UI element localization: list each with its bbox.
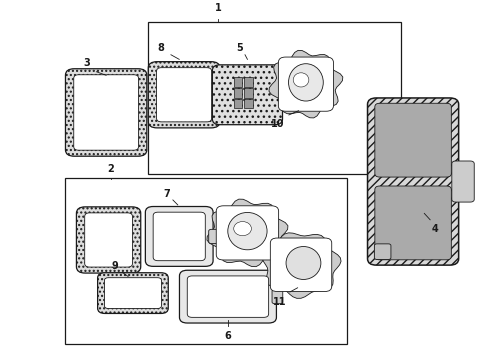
FancyBboxPatch shape — [157, 68, 212, 122]
FancyBboxPatch shape — [452, 161, 474, 202]
Text: 4: 4 — [432, 224, 439, 234]
Polygon shape — [262, 233, 341, 298]
FancyBboxPatch shape — [212, 65, 283, 125]
FancyBboxPatch shape — [375, 186, 451, 260]
FancyBboxPatch shape — [374, 244, 391, 260]
Bar — [234, 77, 243, 87]
FancyBboxPatch shape — [278, 57, 333, 111]
FancyBboxPatch shape — [76, 207, 141, 273]
Bar — [234, 88, 243, 98]
FancyBboxPatch shape — [153, 212, 205, 261]
Ellipse shape — [234, 221, 251, 236]
Ellipse shape — [228, 212, 267, 250]
Text: 7: 7 — [164, 189, 171, 198]
Text: 10: 10 — [271, 119, 285, 129]
FancyBboxPatch shape — [146, 207, 213, 266]
FancyBboxPatch shape — [209, 229, 220, 243]
FancyBboxPatch shape — [148, 62, 220, 128]
FancyBboxPatch shape — [187, 276, 269, 318]
FancyBboxPatch shape — [98, 273, 168, 314]
FancyBboxPatch shape — [66, 69, 147, 156]
Ellipse shape — [289, 64, 323, 101]
FancyBboxPatch shape — [74, 75, 139, 150]
FancyBboxPatch shape — [368, 98, 459, 265]
Text: 2: 2 — [108, 165, 114, 175]
FancyBboxPatch shape — [179, 270, 276, 323]
Text: 6: 6 — [224, 331, 231, 341]
Text: 5: 5 — [236, 43, 243, 53]
Ellipse shape — [293, 73, 309, 87]
FancyBboxPatch shape — [375, 103, 451, 177]
Bar — [65, 178, 347, 345]
Text: 8: 8 — [158, 42, 165, 53]
Text: 3: 3 — [83, 58, 90, 68]
FancyBboxPatch shape — [85, 213, 132, 267]
Text: 1: 1 — [215, 3, 221, 13]
Bar — [234, 99, 243, 108]
Bar — [147, 22, 401, 175]
FancyBboxPatch shape — [104, 278, 161, 309]
FancyBboxPatch shape — [272, 289, 283, 304]
Text: 11: 11 — [273, 297, 287, 307]
Ellipse shape — [286, 247, 321, 279]
FancyBboxPatch shape — [216, 206, 279, 260]
Bar — [244, 88, 253, 98]
Bar — [244, 77, 253, 87]
Bar — [244, 99, 253, 108]
Text: 9: 9 — [111, 261, 118, 271]
FancyBboxPatch shape — [270, 238, 332, 292]
Polygon shape — [269, 50, 343, 118]
Polygon shape — [207, 199, 288, 267]
